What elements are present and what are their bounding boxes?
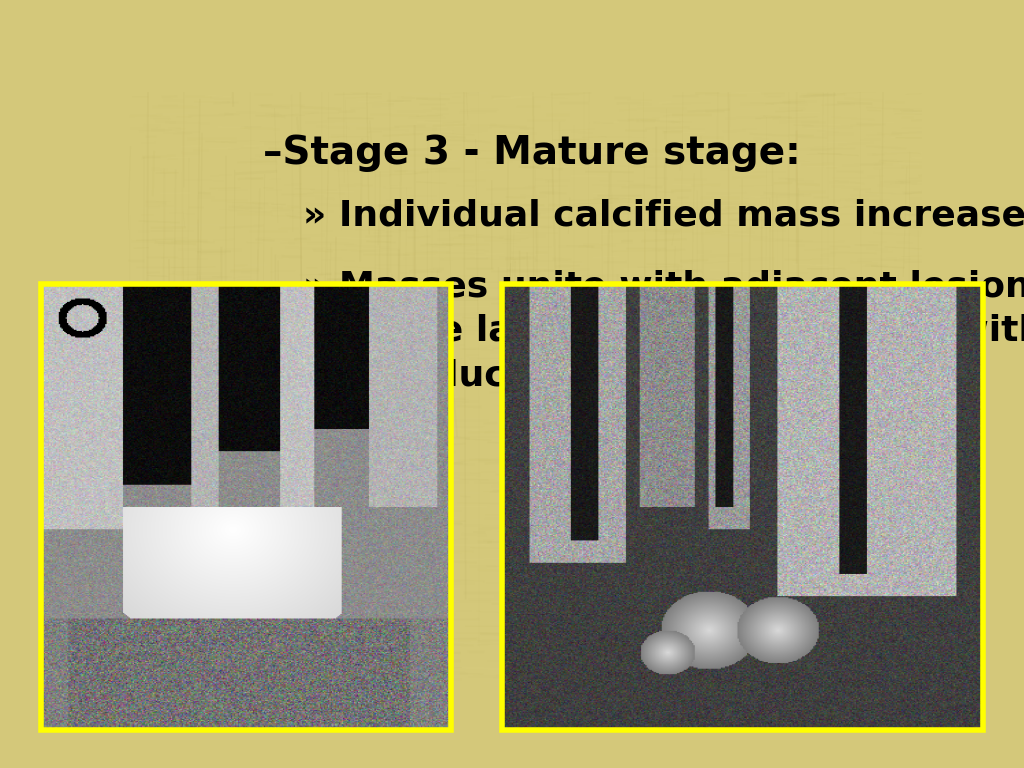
Text: » Individual calcified mass increase in size: » Individual calcified mass increase in … <box>303 199 1024 233</box>
Text: –Stage 3 - Mature stage:: –Stage 3 - Mature stage: <box>263 134 801 171</box>
Text: » Masses unite with adjacent lesions to form
   single large radiopaque mass wit: » Masses unite with adjacent lesions to … <box>303 270 1024 393</box>
